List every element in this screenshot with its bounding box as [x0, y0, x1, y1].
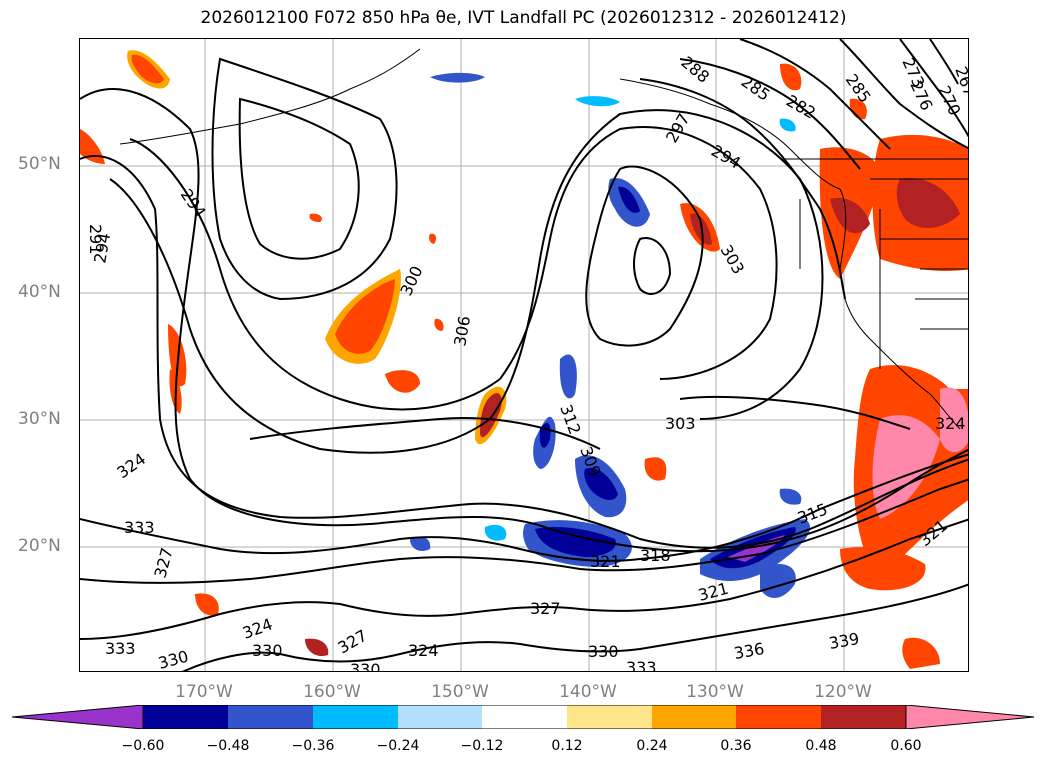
contour-label: 285 [738, 72, 774, 105]
colorbar-segment [821, 705, 906, 729]
contour-label: 330 [588, 642, 619, 661]
colorbar-segment [736, 705, 821, 729]
contour-label: 333 [105, 639, 136, 658]
contour-label: 318 [640, 546, 671, 565]
contour-label: 306 [450, 314, 474, 347]
map-title: 2026012100 F072 850 hPa θe, IVT Landfall… [200, 8, 847, 28]
lon-label-120w: 120°W [814, 682, 872, 702]
lon-label-140w: 140°W [559, 682, 617, 702]
contour-label: 327 [335, 626, 371, 658]
contour-label: 333 [124, 518, 155, 537]
contour-label: 324 [240, 614, 275, 642]
contour-label: 330 [156, 647, 190, 672]
contour-label: 327 [151, 546, 177, 580]
contour-label: 288 [677, 53, 713, 87]
contour-label: 330 [252, 641, 283, 660]
contour-label: 324 [113, 449, 149, 482]
colorbar-segment [482, 705, 567, 729]
colorbar-tick: −0.60 [121, 738, 165, 754]
lat-label-40n: 40°N [18, 282, 61, 302]
lat-label-20n: 20°N [18, 536, 61, 556]
contour-label: 285 [842, 70, 875, 106]
contour-label: 312 [556, 402, 584, 437]
colorbar-tick: −0.24 [376, 738, 420, 754]
contour-label: 333 [626, 658, 657, 672]
colorbar-extend-high [905, 704, 1035, 730]
colorbar-segment [228, 705, 313, 729]
colorbar-tick: −0.12 [460, 738, 504, 754]
colorbar-tick: 0.48 [805, 738, 837, 754]
contour-label: 339 [827, 629, 860, 653]
colorbar-tick: 0.12 [551, 738, 583, 754]
lat-label-30n: 30°N [18, 409, 61, 429]
colorbar-tick: 0.24 [636, 738, 668, 754]
theta-e-contours [80, 39, 968, 671]
colorbar-tick: −0.36 [291, 738, 335, 754]
contour-label: 330 [350, 660, 381, 672]
contour-label: 324 [408, 641, 439, 660]
colorbar-segment [313, 705, 398, 729]
contour-label: 303 [665, 414, 696, 433]
contour-label: 294 [90, 231, 114, 264]
positive-pc-shading [80, 50, 968, 669]
colorbar-segment [567, 705, 652, 729]
contour-labels: 294 291 294 300 306 303 303 297 294 288 … [86, 53, 968, 672]
colorbar [11, 704, 1035, 733]
contour-label: 324 [935, 414, 966, 433]
coastlines [119, 48, 968, 430]
lat-label-50n: 50°N [18, 154, 61, 174]
lon-label-130w: 130°W [686, 682, 744, 702]
lon-label-160w: 160°W [303, 682, 361, 702]
colorbar-tick: −0.48 [206, 738, 250, 754]
lon-label-150w: 150°W [431, 682, 489, 702]
contour-label: 297 [662, 110, 694, 146]
lon-label-170w: 170°W [175, 682, 233, 702]
colorbar-segment [398, 705, 482, 729]
colorbar-segment [652, 705, 736, 729]
map-canvas: 294 291 294 300 306 303 303 297 294 288 … [80, 39, 968, 672]
colorbar-segment [143, 705, 228, 729]
colorbar-tick: 0.60 [890, 738, 922, 754]
map-panel: 294 291 294 300 306 303 303 297 294 288 … [79, 38, 969, 672]
contour-label: 336 [732, 639, 765, 663]
contour-label: 291 [86, 224, 105, 255]
contour-label: 303 [717, 242, 749, 278]
colorbar-tick: 0.36 [720, 738, 752, 754]
colorbar-extend-low [11, 704, 144, 730]
colorbar-svg [11, 704, 1035, 730]
contour-label: 321 [590, 552, 621, 571]
contour-label: 327 [530, 599, 561, 618]
